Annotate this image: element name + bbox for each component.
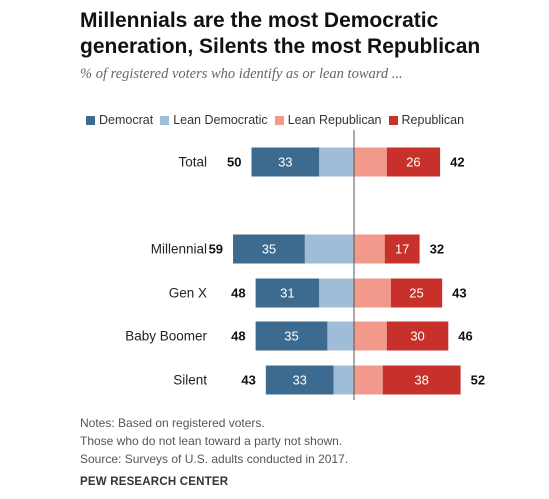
- chart-title: Millennials are the most Democratic gene…: [80, 9, 481, 58]
- bar-lean-democratic: [319, 278, 354, 308]
- legend-item-lean-democratic: Lean Democratic: [160, 113, 268, 127]
- total-label-democratic: 43: [241, 373, 255, 388]
- category-label: Total: [178, 155, 207, 170]
- bar-democrat: [233, 234, 305, 264]
- total-label-democratic: 59: [209, 242, 223, 257]
- total-label-republican: 43: [452, 286, 466, 301]
- legend-label-democrat: Democrat: [99, 113, 154, 127]
- bar-lean-democratic: [327, 321, 354, 351]
- legend-label-republican: Republican: [401, 113, 465, 127]
- data-label-republican: 38: [414, 373, 428, 388]
- legend-swatch-lean-republican: [274, 115, 284, 125]
- total-label-republican: 52: [471, 373, 485, 388]
- bar-republican: [384, 234, 420, 264]
- bar-lean-democratic: [319, 147, 354, 177]
- legend-swatch-democrat: [86, 115, 95, 125]
- data-label-republican: 30: [410, 329, 424, 344]
- bar-lean-republican: [354, 321, 387, 351]
- total-label-democratic: 50: [227, 155, 241, 170]
- data-label-republican: 17: [395, 242, 409, 257]
- legend-label-lean-democratic: Lean Democratic: [173, 113, 268, 127]
- data-label-republican: 25: [409, 286, 423, 301]
- data-label-democrat: 35: [284, 329, 298, 344]
- category-label: Baby Boomer: [125, 329, 207, 344]
- legend-item-democrat: Democrat: [86, 113, 153, 127]
- bar-republican: [386, 147, 441, 177]
- data-label-democrat: 33: [278, 155, 292, 170]
- data-label-republican: 26: [406, 155, 420, 170]
- bar-lean-republican: [354, 365, 383, 395]
- chart-subtitle: % of registered voters who identify as o…: [80, 66, 403, 82]
- bar-democrat: [251, 147, 320, 177]
- note-line: Notes: Based on registered voters.: [80, 416, 265, 430]
- bar-republican: [390, 278, 443, 308]
- total-label-republican: 46: [458, 329, 472, 344]
- category-label: Millennial: [151, 242, 207, 257]
- bar-republican: [386, 321, 449, 351]
- bar-republican: [382, 365, 461, 395]
- total-label-republican: 42: [450, 155, 464, 170]
- bar-lean-republican: [354, 234, 385, 264]
- total-label-democratic: 48: [231, 329, 245, 344]
- source-note: Source: Surveys of U.S. adults conducted…: [80, 452, 349, 466]
- bar-lean-republican: [354, 278, 391, 308]
- bar-lean-democratic: [304, 234, 354, 264]
- note-line: Those who do not lean toward a party not…: [80, 434, 343, 448]
- legend-item-republican: Republican: [388, 113, 465, 127]
- source-organization: PEW RESEARCH CENTER: [80, 476, 229, 488]
- category-label: Silent: [173, 373, 207, 388]
- total-label-republican: 32: [430, 242, 444, 257]
- notes: Notes: Based on registered voters. Those…: [80, 414, 348, 468]
- legend-item-lean-republican: Lean Republican: [274, 113, 382, 127]
- total-label-democratic: 48: [231, 286, 245, 301]
- data-label-democrat: 31: [280, 286, 294, 301]
- bar-democrat: [255, 278, 320, 308]
- bar-lean-democratic: [333, 365, 354, 395]
- diverging-bar-chart: 33 26 50 42 Total 35 17 59 32 Millennial 31 25 48 43 G…: [125, 130, 485, 400]
- data-label-democrat: 33: [292, 373, 306, 388]
- legend-label-lean-republican: Lean Republican: [287, 113, 382, 127]
- bar-democrat: [265, 365, 334, 395]
- legend-swatch-republican: [388, 115, 398, 125]
- legend: Democrat Lean Democratic Lean Republican…: [86, 113, 464, 127]
- legend-swatch-lean-democratic: [160, 115, 170, 125]
- category-label: Gen X: [169, 286, 207, 301]
- bar-democrat: [255, 321, 328, 351]
- bar-lean-republican: [354, 147, 387, 177]
- data-label-democrat: 35: [262, 242, 276, 257]
